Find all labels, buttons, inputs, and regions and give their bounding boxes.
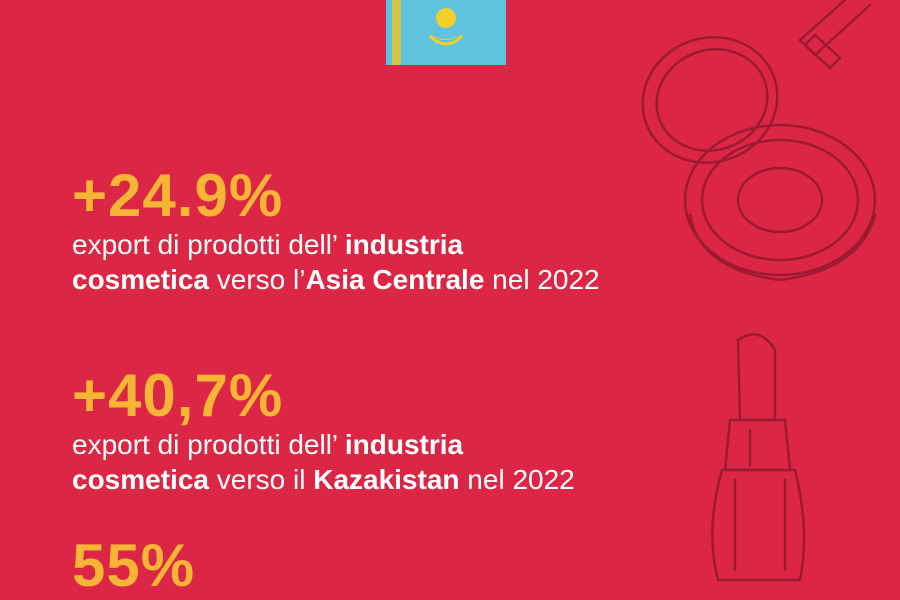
- flag: [386, 0, 506, 65]
- text: verso il: [208, 464, 314, 495]
- stat-value: 55%: [72, 532, 196, 599]
- stat-description: export di prodotti dell’ industria: [72, 427, 575, 462]
- bold-text: Asia Centrale: [305, 264, 485, 295]
- text: nel 2022: [459, 464, 575, 495]
- stat-description: cosmetica verso il Kazakistan nel 2022: [72, 462, 575, 497]
- cosmetics-sketch: [641, 0, 877, 582]
- text: export di prodotti dell’: [72, 429, 345, 460]
- stat: +24.9% export di prodotti dell’ industri…: [72, 165, 600, 297]
- stat: 55%: [72, 535, 195, 597]
- bold-text: industria: [344, 229, 464, 260]
- text: nel 2022: [484, 264, 600, 295]
- bold-text: industria: [344, 429, 464, 460]
- stat-value: +24.9%: [72, 162, 284, 229]
- bold-text: cosmetica: [72, 264, 209, 295]
- stat-value: +40,7%: [72, 362, 284, 429]
- bold-text: cosmetica: [72, 464, 209, 495]
- stat-description: cosmetica verso l’Asia Centrale nel 2022: [72, 262, 600, 297]
- stat: +40,7% export di prodotti dell’ industri…: [72, 365, 575, 497]
- text: export di prodotti dell’: [72, 229, 345, 260]
- text: verso l’: [208, 264, 306, 295]
- bold-text: Kazakistan: [313, 464, 460, 495]
- stat-description: export di prodotti dell’ industria: [72, 227, 600, 262]
